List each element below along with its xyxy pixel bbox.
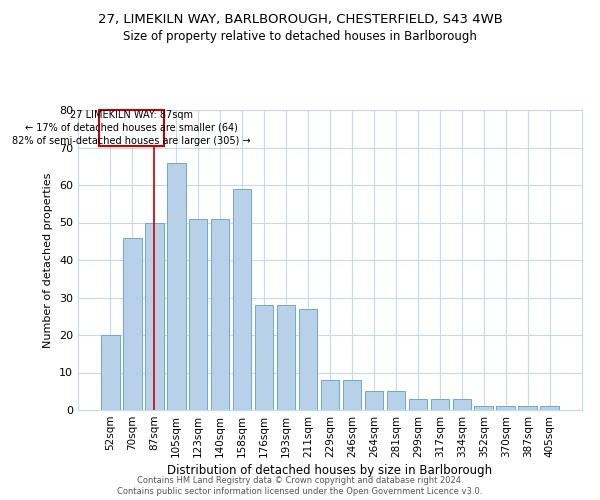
Text: 27, LIMEKILN WAY, BARLBOROUGH, CHESTERFIELD, S43 4WB: 27, LIMEKILN WAY, BARLBOROUGH, CHESTERFI…: [98, 12, 502, 26]
Bar: [541, 406, 559, 410]
Bar: [211, 219, 229, 410]
Bar: [167, 162, 185, 410]
Bar: [365, 391, 383, 410]
Text: Contains public sector information licensed under the Open Government Licence v3: Contains public sector information licen…: [118, 487, 482, 496]
Bar: [255, 305, 274, 410]
Bar: [386, 391, 405, 410]
Bar: [101, 335, 119, 410]
FancyBboxPatch shape: [99, 110, 164, 146]
Bar: [452, 399, 471, 410]
Bar: [343, 380, 361, 410]
Text: Size of property relative to detached houses in Barlborough: Size of property relative to detached ho…: [123, 30, 477, 43]
Bar: [518, 406, 537, 410]
Bar: [431, 399, 449, 410]
Bar: [299, 308, 317, 410]
Bar: [233, 188, 251, 410]
Bar: [475, 406, 493, 410]
Bar: [123, 238, 142, 410]
Bar: [145, 222, 164, 410]
Bar: [409, 399, 427, 410]
Bar: [496, 406, 515, 410]
Text: 27 LIMEKILN WAY: 87sqm
← 17% of detached houses are smaller (64)
82% of semi-det: 27 LIMEKILN WAY: 87sqm ← 17% of detached…: [13, 110, 251, 146]
Bar: [320, 380, 340, 410]
Bar: [189, 219, 208, 410]
Y-axis label: Number of detached properties: Number of detached properties: [43, 172, 53, 348]
X-axis label: Distribution of detached houses by size in Barlborough: Distribution of detached houses by size …: [167, 464, 493, 477]
Text: Contains HM Land Registry data © Crown copyright and database right 2024.: Contains HM Land Registry data © Crown c…: [137, 476, 463, 485]
Bar: [277, 305, 295, 410]
